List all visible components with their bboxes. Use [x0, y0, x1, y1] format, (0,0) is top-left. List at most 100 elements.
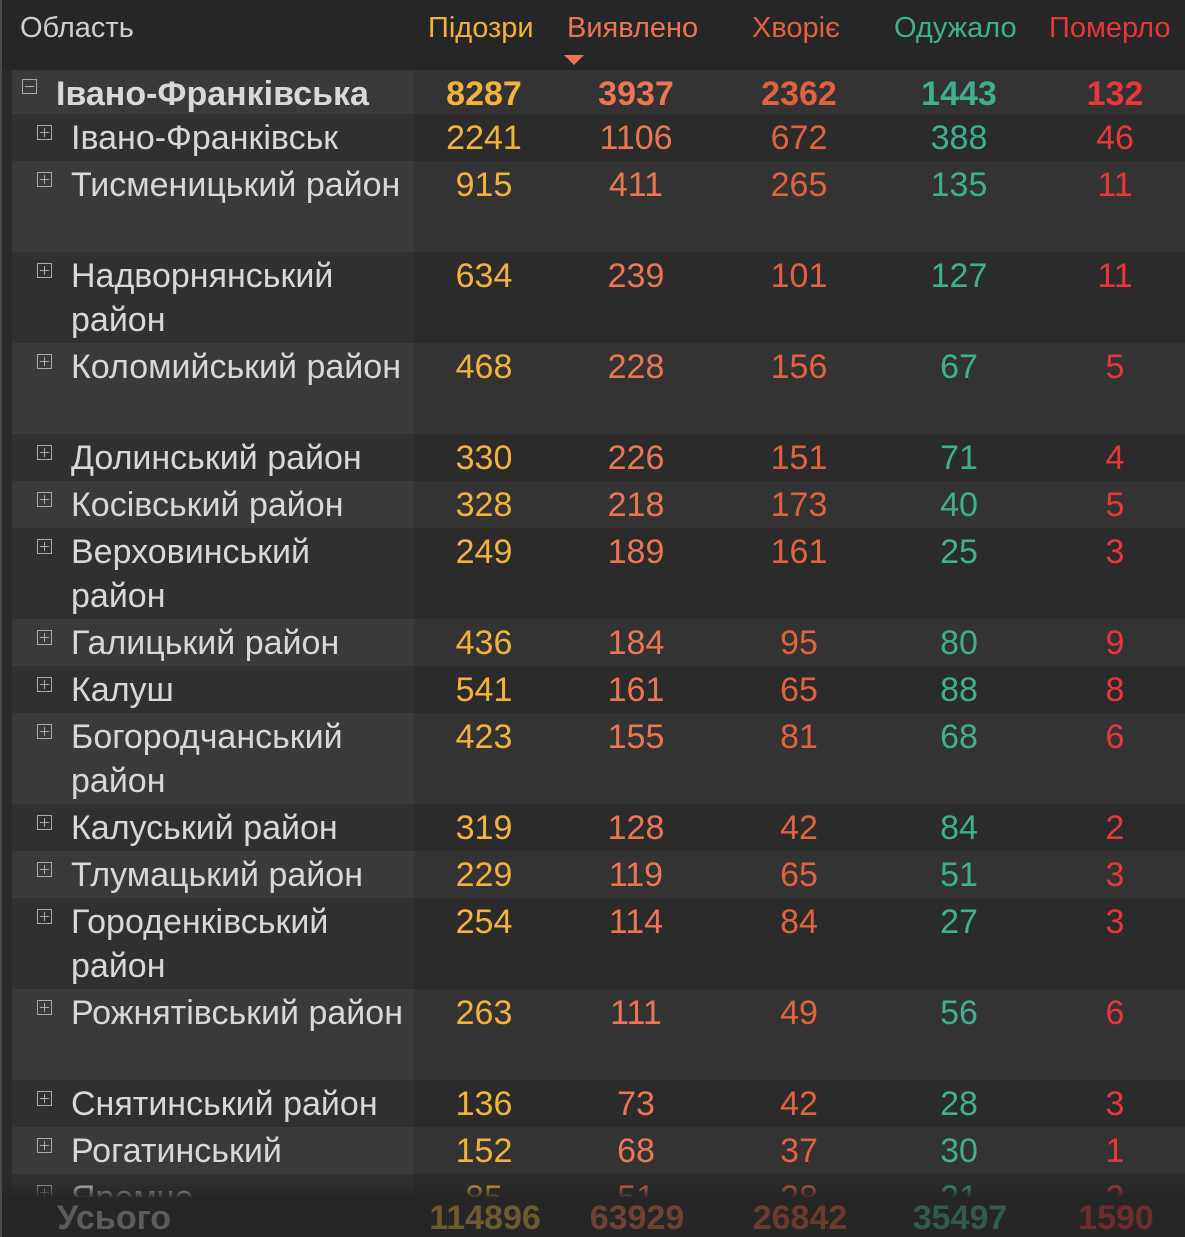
- table-row[interactable]: Рожнятівський район 263 111 49 56 6: [12, 989, 1185, 1080]
- district-sick: 42: [780, 809, 818, 847]
- collapse-icon[interactable]: [22, 79, 37, 94]
- district-died: 5: [1105, 348, 1125, 386]
- district-suspected: 468: [455, 348, 513, 386]
- district-suspected: 2241: [446, 119, 522, 157]
- district-suspected: 423: [455, 718, 513, 756]
- district-detected: 73: [617, 1085, 655, 1123]
- expand-icon[interactable]: [37, 1091, 52, 1106]
- district-sick: 65: [780, 856, 818, 894]
- expand-icon[interactable]: [37, 862, 52, 877]
- name-cell: [12, 851, 414, 898]
- table-row[interactable]: Калуський район 319 128 42 84 2: [12, 804, 1185, 851]
- district-detected: 189: [607, 533, 665, 571]
- district-suspected: 328: [455, 486, 513, 524]
- expand-icon[interactable]: [37, 909, 52, 924]
- district-died: 4: [1105, 439, 1125, 477]
- column-header-suspected[interactable]: Підозри: [428, 12, 534, 44]
- district-sick: 84: [780, 903, 818, 941]
- district-recovered: 40: [940, 486, 978, 524]
- totals-suspected: 114896: [429, 1199, 541, 1237]
- column-header-recovered[interactable]: Одужало: [894, 12, 1017, 44]
- region-died: 132: [1086, 75, 1144, 113]
- table-row[interactable]: Снятинський район 136 73 42 28 3: [12, 1080, 1185, 1127]
- district-died: 1: [1105, 1132, 1125, 1170]
- name-cell: [12, 528, 414, 619]
- sort-desc-icon: [564, 55, 584, 65]
- table-row[interactable]: Богородчанський район 423 155 81 68 6: [12, 713, 1185, 804]
- name-cell: [12, 114, 414, 161]
- table-row[interactable]: Косівський район 328 218 173 40 5: [12, 481, 1185, 528]
- table-row[interactable]: Тисменицький район 915 411 265 135 11: [12, 161, 1185, 252]
- expand-icon[interactable]: [37, 815, 52, 830]
- district-sick: 161: [770, 533, 828, 571]
- expand-icon[interactable]: [37, 354, 52, 369]
- expand-icon[interactable]: [37, 172, 52, 187]
- district-sick: 37: [780, 1132, 818, 1170]
- region-name-cell: [12, 70, 414, 114]
- name-cell: [12, 1080, 414, 1127]
- table-row[interactable]: Галицький район 436 184 95 80 9: [12, 619, 1185, 666]
- district-detected: 161: [607, 671, 665, 709]
- table-row[interactable]: Рогатинський 152 68 37 30 1: [12, 1127, 1185, 1174]
- table-row[interactable]: Верховинський район 249 189 161 25 3: [12, 528, 1185, 619]
- district-name: Снятинський район: [71, 1085, 378, 1123]
- district-detected: 184: [607, 624, 665, 662]
- expand-icon[interactable]: [37, 1138, 52, 1153]
- table-row[interactable]: Долинський район 330 226 151 71 4: [12, 434, 1185, 481]
- district-detected: 119: [608, 856, 664, 894]
- table-header: Область Підозри Виявлено Хворіє Одужало …: [2, 0, 1185, 70]
- name-cell: [12, 989, 414, 1080]
- district-recovered: 388: [930, 119, 988, 157]
- column-header-region[interactable]: Область: [20, 12, 134, 44]
- district-suspected: 319: [455, 809, 513, 847]
- district-died: 3: [1105, 903, 1125, 941]
- expand-icon[interactable]: [37, 492, 52, 507]
- table-row[interactable]: Івано-Франківськ 2241 1106 672 388 46: [12, 114, 1185, 161]
- column-header-died[interactable]: Померло: [1049, 12, 1171, 44]
- district-name: Тисменицький район: [71, 166, 401, 204]
- table-row[interactable]: Тлумацький район 229 119 65 51 3: [12, 851, 1185, 898]
- expand-icon[interactable]: [37, 724, 52, 739]
- expand-icon[interactable]: [37, 125, 52, 140]
- district-detected: 155: [607, 718, 665, 756]
- column-header-sick[interactable]: Хворіє: [752, 12, 840, 44]
- region-row[interactable]: Івано-Франківська 8287 3937 2362 1443 13…: [12, 70, 1185, 114]
- expand-icon[interactable]: [37, 263, 52, 278]
- district-sick: 42: [780, 1085, 818, 1123]
- name-cell: [12, 666, 414, 713]
- table-row[interactable]: Надворнянський район 634 239 101 127 11: [12, 252, 1185, 343]
- expand-icon[interactable]: [37, 677, 52, 692]
- district-sick: 173: [770, 486, 828, 524]
- totals-sick: 26842: [752, 1199, 848, 1237]
- column-header-detected[interactable]: Виявлено: [567, 12, 699, 44]
- expand-icon[interactable]: [37, 630, 52, 645]
- district-recovered: 27: [940, 903, 978, 941]
- totals-recovered: 35497: [912, 1199, 1008, 1237]
- table-row[interactable]: Городенківський район 254 114 84 27 3: [12, 898, 1185, 989]
- district-died: 8: [1105, 671, 1125, 709]
- district-recovered: 28: [940, 1085, 978, 1123]
- district-recovered: 80: [940, 624, 978, 662]
- district-detected: 226: [607, 439, 665, 477]
- district-died: 6: [1105, 994, 1125, 1032]
- district-detected: 1106: [599, 119, 673, 157]
- district-sick: 101: [770, 257, 828, 295]
- district-sick: 672: [770, 119, 828, 157]
- district-sick: 156: [770, 348, 828, 386]
- district-name: Рожнятівський район: [71, 994, 403, 1032]
- expand-icon[interactable]: [37, 1000, 52, 1015]
- district-died: 2: [1105, 809, 1125, 847]
- district-recovered: 88: [940, 671, 978, 709]
- district-name: Надворнянський район: [71, 257, 334, 339]
- district-died: 3: [1105, 856, 1125, 894]
- totals-died: 1590: [1078, 1199, 1154, 1237]
- district-sick: 65: [780, 671, 818, 709]
- expand-icon[interactable]: [37, 445, 52, 460]
- totals-label: Усього: [57, 1199, 172, 1237]
- expand-icon[interactable]: [37, 539, 52, 554]
- name-cell: [12, 343, 414, 434]
- table-row[interactable]: Калуш 541 161 65 88 8: [12, 666, 1185, 713]
- district-name: Верховинський район: [71, 533, 311, 615]
- table-row[interactable]: Коломийський район 468 228 156 67 5: [12, 343, 1185, 434]
